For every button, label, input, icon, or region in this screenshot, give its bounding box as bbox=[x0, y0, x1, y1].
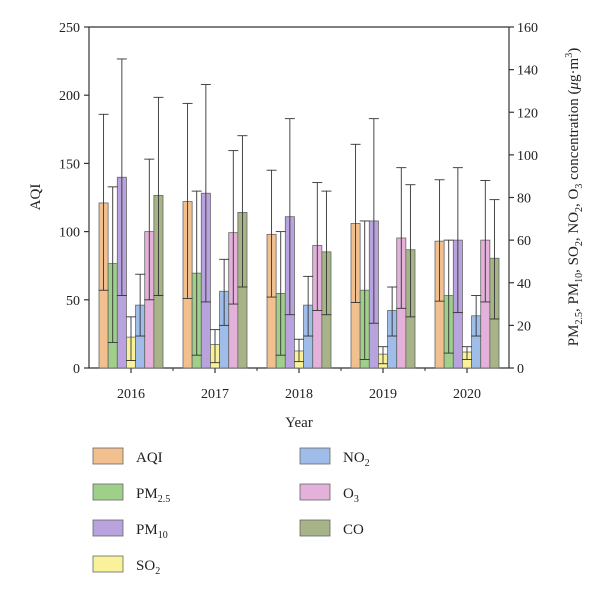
legend-label-co: CO bbox=[343, 522, 364, 538]
x-tick-label: 2020 bbox=[453, 387, 481, 402]
left-tick-label: 50 bbox=[66, 294, 80, 309]
error-bars bbox=[98, 58, 500, 365]
legend-label-no2: NO2 bbox=[343, 450, 370, 469]
legend-label-o3: O3 bbox=[343, 486, 359, 505]
x-tick-label: 2016 bbox=[117, 387, 145, 402]
right-tick-label: 140 bbox=[517, 64, 538, 79]
right-tick-label: 100 bbox=[517, 149, 538, 164]
left-tick-label: 100 bbox=[59, 226, 80, 241]
legend-swatch-pm10 bbox=[92, 519, 124, 537]
left-tick-label: 150 bbox=[59, 157, 80, 172]
left-y-ticks: 0 50 100 150 200 250 bbox=[59, 21, 89, 377]
legend-label-pm25: PM2.5 bbox=[136, 486, 170, 505]
legend-swatch-pm25 bbox=[92, 483, 124, 501]
x-tick-label: 2019 bbox=[369, 387, 397, 402]
right-tick-label: 60 bbox=[517, 234, 531, 249]
x-tick-label: 2018 bbox=[285, 387, 313, 402]
right-tick-label: 120 bbox=[517, 106, 538, 121]
right-tick-label: 80 bbox=[517, 192, 531, 207]
legend-label-aqi: AQI bbox=[136, 450, 163, 466]
legend-swatch-o3 bbox=[299, 483, 331, 501]
right-y-ticks: 0 20 40 60 80 100 120 140 160 bbox=[509, 21, 538, 377]
legend-label-so2: SO2 bbox=[136, 558, 160, 577]
right-tick-label: 0 bbox=[517, 362, 524, 377]
left-tick-label: 250 bbox=[59, 21, 80, 36]
legend-swatch-so2 bbox=[92, 555, 124, 573]
right-tick-label: 40 bbox=[517, 277, 531, 292]
legend-swatch-aqi bbox=[92, 447, 124, 465]
legend-swatch-co bbox=[299, 519, 331, 537]
x-tick-label: 2017 bbox=[201, 387, 229, 402]
legend-swatch-no2 bbox=[299, 447, 331, 465]
left-y-axis-title: AQI bbox=[28, 184, 44, 211]
right-tick-label: 20 bbox=[517, 319, 531, 334]
x-axis-title: Year bbox=[285, 415, 313, 431]
legend: AQI PM2.5 PM10 SO2 NO2 O3 CO bbox=[92, 447, 370, 577]
left-tick-label: 0 bbox=[73, 362, 80, 377]
right-y-axis-title: PM2.5, PM10, SO2, NO2, O3 concentration … bbox=[564, 48, 585, 346]
legend-label-pm10: PM10 bbox=[136, 522, 168, 541]
x-ticks: 2016 2017 2018 2019 2020 bbox=[117, 368, 481, 402]
right-tick-label: 160 bbox=[517, 21, 538, 36]
left-tick-label: 200 bbox=[59, 89, 80, 104]
